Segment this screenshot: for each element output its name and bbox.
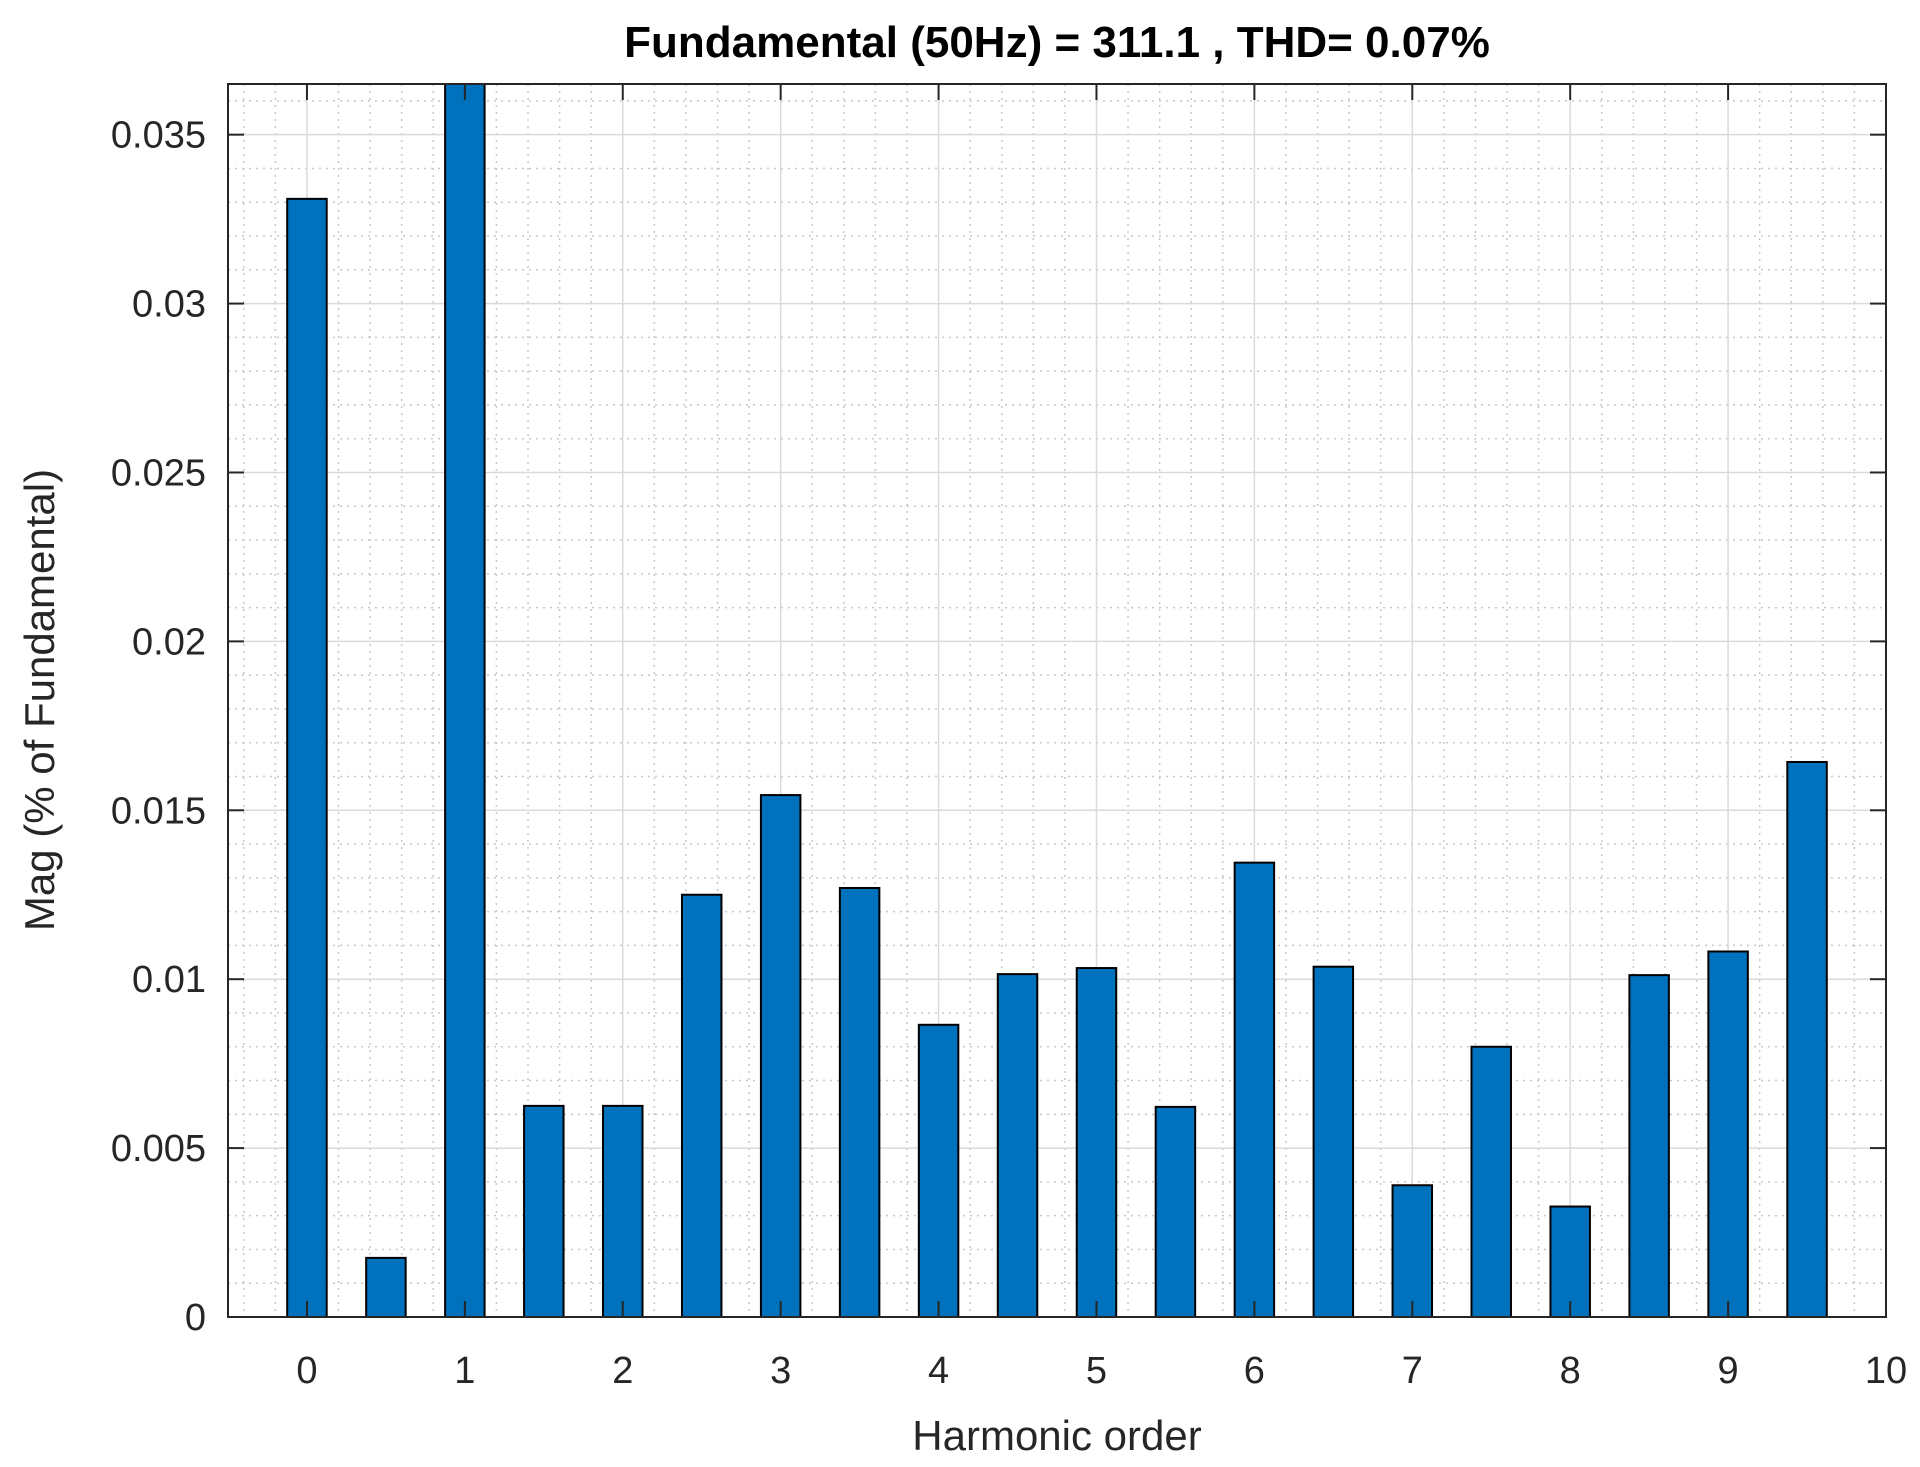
- bar-harmonic-7: [1391, 1184, 1434, 1318]
- y-tick-label: 0.025: [111, 452, 206, 494]
- bar-harmonic-2: [602, 1104, 644, 1319]
- bar-harmonic-0: [286, 197, 328, 1319]
- bar-harmonic-4-5: [996, 973, 1039, 1318]
- bar-harmonic-5: [1075, 967, 1118, 1319]
- x-tick-label: 1: [454, 1350, 475, 1392]
- y-tick-label: 0.02: [132, 621, 206, 663]
- plot-area: [228, 84, 1886, 1317]
- x-tick-label: 5: [1086, 1350, 1107, 1392]
- x-tick-label: 8: [1560, 1350, 1581, 1392]
- x-tick-labels: 0 1 2 3 4 5 6 7 8 9 10: [296, 1350, 1907, 1392]
- bar-harmonic-8: [1549, 1205, 1591, 1319]
- x-tick-label: 2: [612, 1350, 633, 1392]
- y-tick-label: 0.01: [132, 959, 206, 1001]
- y-tick-label: 0.035: [111, 115, 206, 157]
- minor-grid: [228, 84, 1886, 1317]
- y-tick-labels: 0 0.005 0.01 0.015 0.02 0.025 0.03 0.035: [111, 115, 206, 1339]
- bar-harmonic-8-5: [1628, 974, 1670, 1318]
- chart-title: Fundamental (50Hz) = 311.1 , THD= 0.07%: [624, 18, 1490, 67]
- x-tick-label: 10: [1865, 1350, 1907, 1392]
- bar-harmonic-9: [1707, 950, 1749, 1318]
- y-tick-label: 0.005: [111, 1128, 206, 1170]
- x-tick-label: 3: [770, 1350, 791, 1392]
- bar-harmonic-3-5: [838, 886, 881, 1319]
- bar-harmonic-2-5: [680, 893, 723, 1319]
- plot-frame: [227, 83, 1887, 1318]
- x-axis-label: Harmonic order: [912, 1412, 1201, 1459]
- x-tick-label: 9: [1718, 1350, 1739, 1392]
- bar-harmonic-6: [1233, 861, 1276, 1318]
- bar-harmonic-1-5: [523, 1104, 565, 1319]
- bar-series: [286, 83, 1828, 1319]
- y-tick-label: 0: [185, 1297, 206, 1339]
- y-tick-label: 0.03: [132, 284, 206, 326]
- bar-harmonic-7-5: [1470, 1045, 1512, 1318]
- bar-harmonic-0-5: [365, 1256, 407, 1318]
- x-tick-label: 0: [296, 1350, 317, 1392]
- bar-harmonic-3: [759, 794, 802, 1318]
- bar-harmonic-1: [444, 83, 486, 1318]
- x-tick-label: 6: [1244, 1350, 1265, 1392]
- x-tick-label: 7: [1402, 1350, 1423, 1392]
- bar-harmonic-4: [917, 1023, 960, 1318]
- x-tick-label: 4: [928, 1350, 949, 1392]
- bar-harmonic-9-5: [1786, 760, 1828, 1318]
- tick-marks: [228, 84, 1887, 1318]
- y-axis-label: Mag (% of Fundamental): [16, 469, 63, 931]
- bar-harmonic-6-5: [1312, 965, 1355, 1318]
- bar-harmonic-5-5: [1154, 1105, 1197, 1319]
- y-tick-label: 0.015: [111, 790, 206, 832]
